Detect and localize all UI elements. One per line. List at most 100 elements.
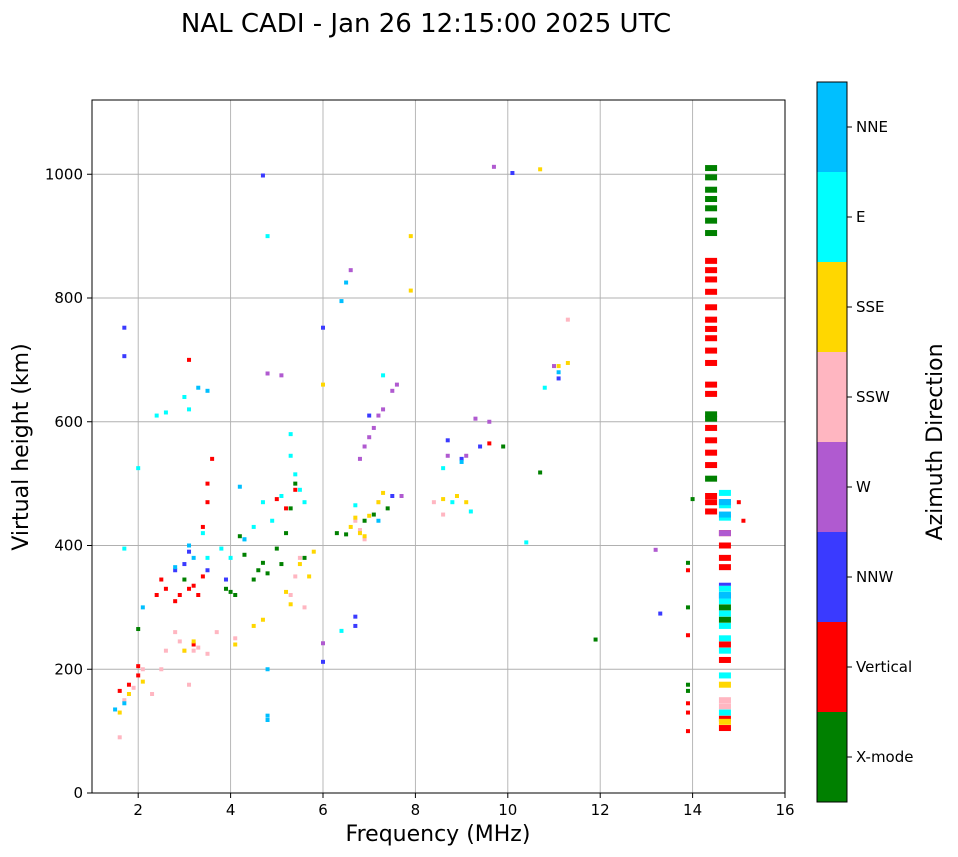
data-point — [344, 280, 349, 285]
data-point — [718, 697, 731, 704]
data-point — [219, 546, 224, 551]
colorbar-label: Azimuth Direction — [923, 343, 948, 540]
data-point — [705, 335, 718, 342]
colorbar-tick-label: SSW — [856, 388, 890, 406]
data-point — [163, 648, 168, 653]
data-point — [233, 636, 238, 641]
data-point — [538, 470, 543, 475]
data-point — [339, 628, 344, 633]
x-tick-label: 2 — [133, 801, 143, 819]
data-point — [685, 605, 690, 610]
series-e — [122, 234, 731, 716]
data-point — [685, 682, 690, 687]
data-point — [297, 562, 302, 567]
chart-title: NAL CADI - Jan 26 12:15:00 2025 UTC — [181, 9, 671, 39]
colorbar-segment — [817, 532, 847, 622]
data-point — [478, 444, 483, 449]
data-point — [191, 639, 196, 644]
data-point — [464, 453, 469, 458]
data-point — [177, 639, 182, 644]
data-point — [131, 685, 136, 690]
data-point — [187, 543, 192, 548]
data-point — [367, 513, 372, 518]
data-point — [459, 459, 464, 464]
x-tick-label: 8 — [411, 801, 421, 819]
data-point — [705, 174, 718, 181]
data-point — [237, 534, 242, 539]
data-point — [339, 299, 344, 304]
data-point — [718, 681, 731, 688]
data-point — [718, 622, 731, 629]
data-point — [205, 500, 210, 505]
data-point — [705, 347, 718, 354]
x-tick-label: 4 — [226, 801, 236, 819]
data-point — [718, 715, 731, 722]
data-point — [187, 682, 192, 687]
data-point — [718, 647, 731, 654]
data-point — [228, 589, 233, 594]
data-point — [736, 500, 741, 505]
data-point — [122, 354, 127, 359]
data-point — [163, 586, 168, 591]
data-point — [473, 416, 478, 421]
data-point — [284, 589, 289, 594]
data-point — [122, 701, 127, 706]
colorbar-segment — [817, 622, 847, 712]
data-point — [376, 413, 381, 418]
data-point — [385, 506, 390, 511]
data-point — [705, 205, 718, 212]
data-point — [126, 692, 131, 696]
colorbar-tick-label: NNW — [856, 568, 893, 586]
data-point — [279, 494, 284, 498]
data-point — [718, 554, 731, 561]
data-point — [353, 623, 358, 628]
data-point — [187, 407, 192, 412]
data-point — [117, 688, 122, 693]
data-point — [718, 514, 731, 521]
y-axis-ticks: 0 200 400 600 800 1000 — [45, 165, 92, 802]
series-ssw — [117, 317, 731, 740]
colorbar-segment — [817, 712, 847, 802]
data-point — [705, 449, 718, 456]
data-point — [265, 713, 270, 718]
data-point — [223, 577, 228, 582]
data-point — [187, 357, 192, 362]
data-point — [705, 437, 718, 444]
data-point — [348, 524, 353, 529]
data-point — [265, 234, 270, 239]
x-axis-label: Frequency (MHz) — [346, 822, 531, 847]
data-point — [390, 388, 395, 393]
y-tick-label: 600 — [54, 413, 83, 431]
data-point — [348, 268, 353, 273]
data-point — [117, 710, 122, 715]
data-point — [542, 385, 547, 390]
data-point — [182, 577, 187, 582]
data-point — [705, 186, 718, 193]
data-point — [353, 515, 358, 520]
data-point — [718, 598, 731, 605]
data-point — [159, 577, 164, 582]
data-point — [293, 481, 298, 486]
data-point — [196, 593, 201, 597]
data-point — [705, 475, 718, 482]
data-point — [685, 729, 690, 734]
data-point — [718, 635, 731, 642]
data-point — [685, 560, 690, 565]
data-point — [445, 438, 450, 443]
data-point — [394, 382, 399, 387]
colorbar-segment — [817, 82, 847, 172]
data-point — [187, 586, 192, 591]
data-point — [705, 304, 718, 311]
data-point — [302, 500, 307, 505]
data-point — [122, 546, 127, 551]
data-point — [362, 444, 367, 449]
series-vertical — [117, 257, 746, 734]
data-point — [302, 555, 307, 560]
data-point — [321, 382, 325, 387]
data-point — [524, 540, 529, 545]
data-point — [381, 373, 386, 378]
data-point — [381, 490, 386, 495]
data-point — [705, 230, 718, 237]
data-point — [718, 585, 731, 592]
data-point — [205, 568, 210, 573]
